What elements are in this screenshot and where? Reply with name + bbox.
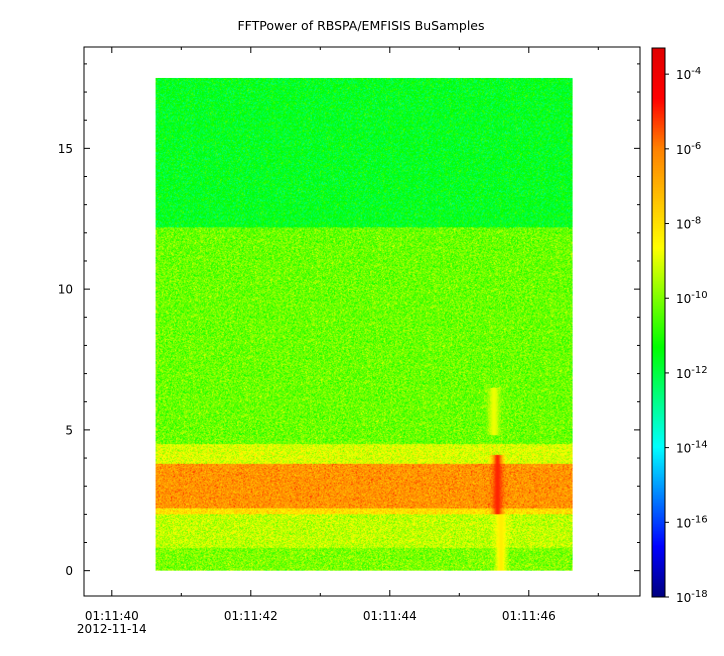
colorbar-tick-exponent: -4 (691, 66, 701, 77)
colorbar-tick-exponent: -14 (691, 440, 707, 451)
colorbar-tick-base: 10 (676, 218, 691, 232)
y-tick-label: 10 (58, 283, 73, 297)
y-axis: 0 5 10 15 (58, 63, 640, 578)
colorbar-tick-exponent: -16 (691, 514, 707, 525)
colorbar-tick-exponent: -10 (691, 290, 707, 301)
colorbar-tick-label: 10-10 (676, 290, 708, 306)
x-axis: 01:11:40 01:11:42 01:11:44 01:11:46 2012-11-… (77, 47, 599, 636)
y-tick-label: 0 (65, 564, 73, 578)
plot-frame (83, 46, 641, 597)
colorbar-tick-label: 10-6 (676, 141, 701, 157)
colorbar-tick-label: 10-8 (676, 216, 701, 232)
colorbar-tick-exponent: -6 (691, 141, 701, 152)
colorbar-tick-base: 10 (676, 292, 691, 306)
colorbar-tick-label: 10-12 (676, 365, 708, 381)
colorbar-tick-exponent: -12 (691, 365, 707, 376)
x-date-label: 2012-11-14 (77, 622, 147, 636)
colorbar-tick-base: 10 (676, 442, 691, 456)
colorbar-tick-label: 10-16 (676, 514, 708, 530)
colorbar-tick-label: 10-18 (676, 589, 708, 605)
colorbar-gradient (652, 48, 665, 597)
colorbar-tick-label: 10-14 (676, 440, 708, 456)
colorbar-tick-base: 10 (676, 367, 691, 381)
colorbar-tick-exponent: -18 (691, 589, 707, 600)
x-tick-label: 01:11:46 (502, 609, 556, 623)
chart-title: FFTPower of RBSPA/EMFISIS BuSamples (237, 18, 484, 33)
x-tick-label: 01:11:42 (224, 609, 278, 623)
y-tick-label: 5 (65, 423, 73, 437)
colorbar-tick-base: 10 (676, 516, 691, 530)
colorbar-frame (651, 47, 666, 598)
y-tick-label: 15 (58, 142, 73, 156)
x-tick-label: 01:11:44 (363, 609, 417, 623)
colorbar-tick-base: 10 (676, 143, 691, 157)
spectrogram-image (155, 77, 573, 571)
x-tick-label: 01:11:40 (85, 609, 139, 623)
colorbar-tick-base: 10 (676, 591, 691, 605)
colorbar-tick-base: 10 (676, 68, 691, 82)
colorbar-tick-label: 10-4 (676, 66, 701, 82)
colorbar-tick-exponent: -8 (691, 216, 701, 227)
